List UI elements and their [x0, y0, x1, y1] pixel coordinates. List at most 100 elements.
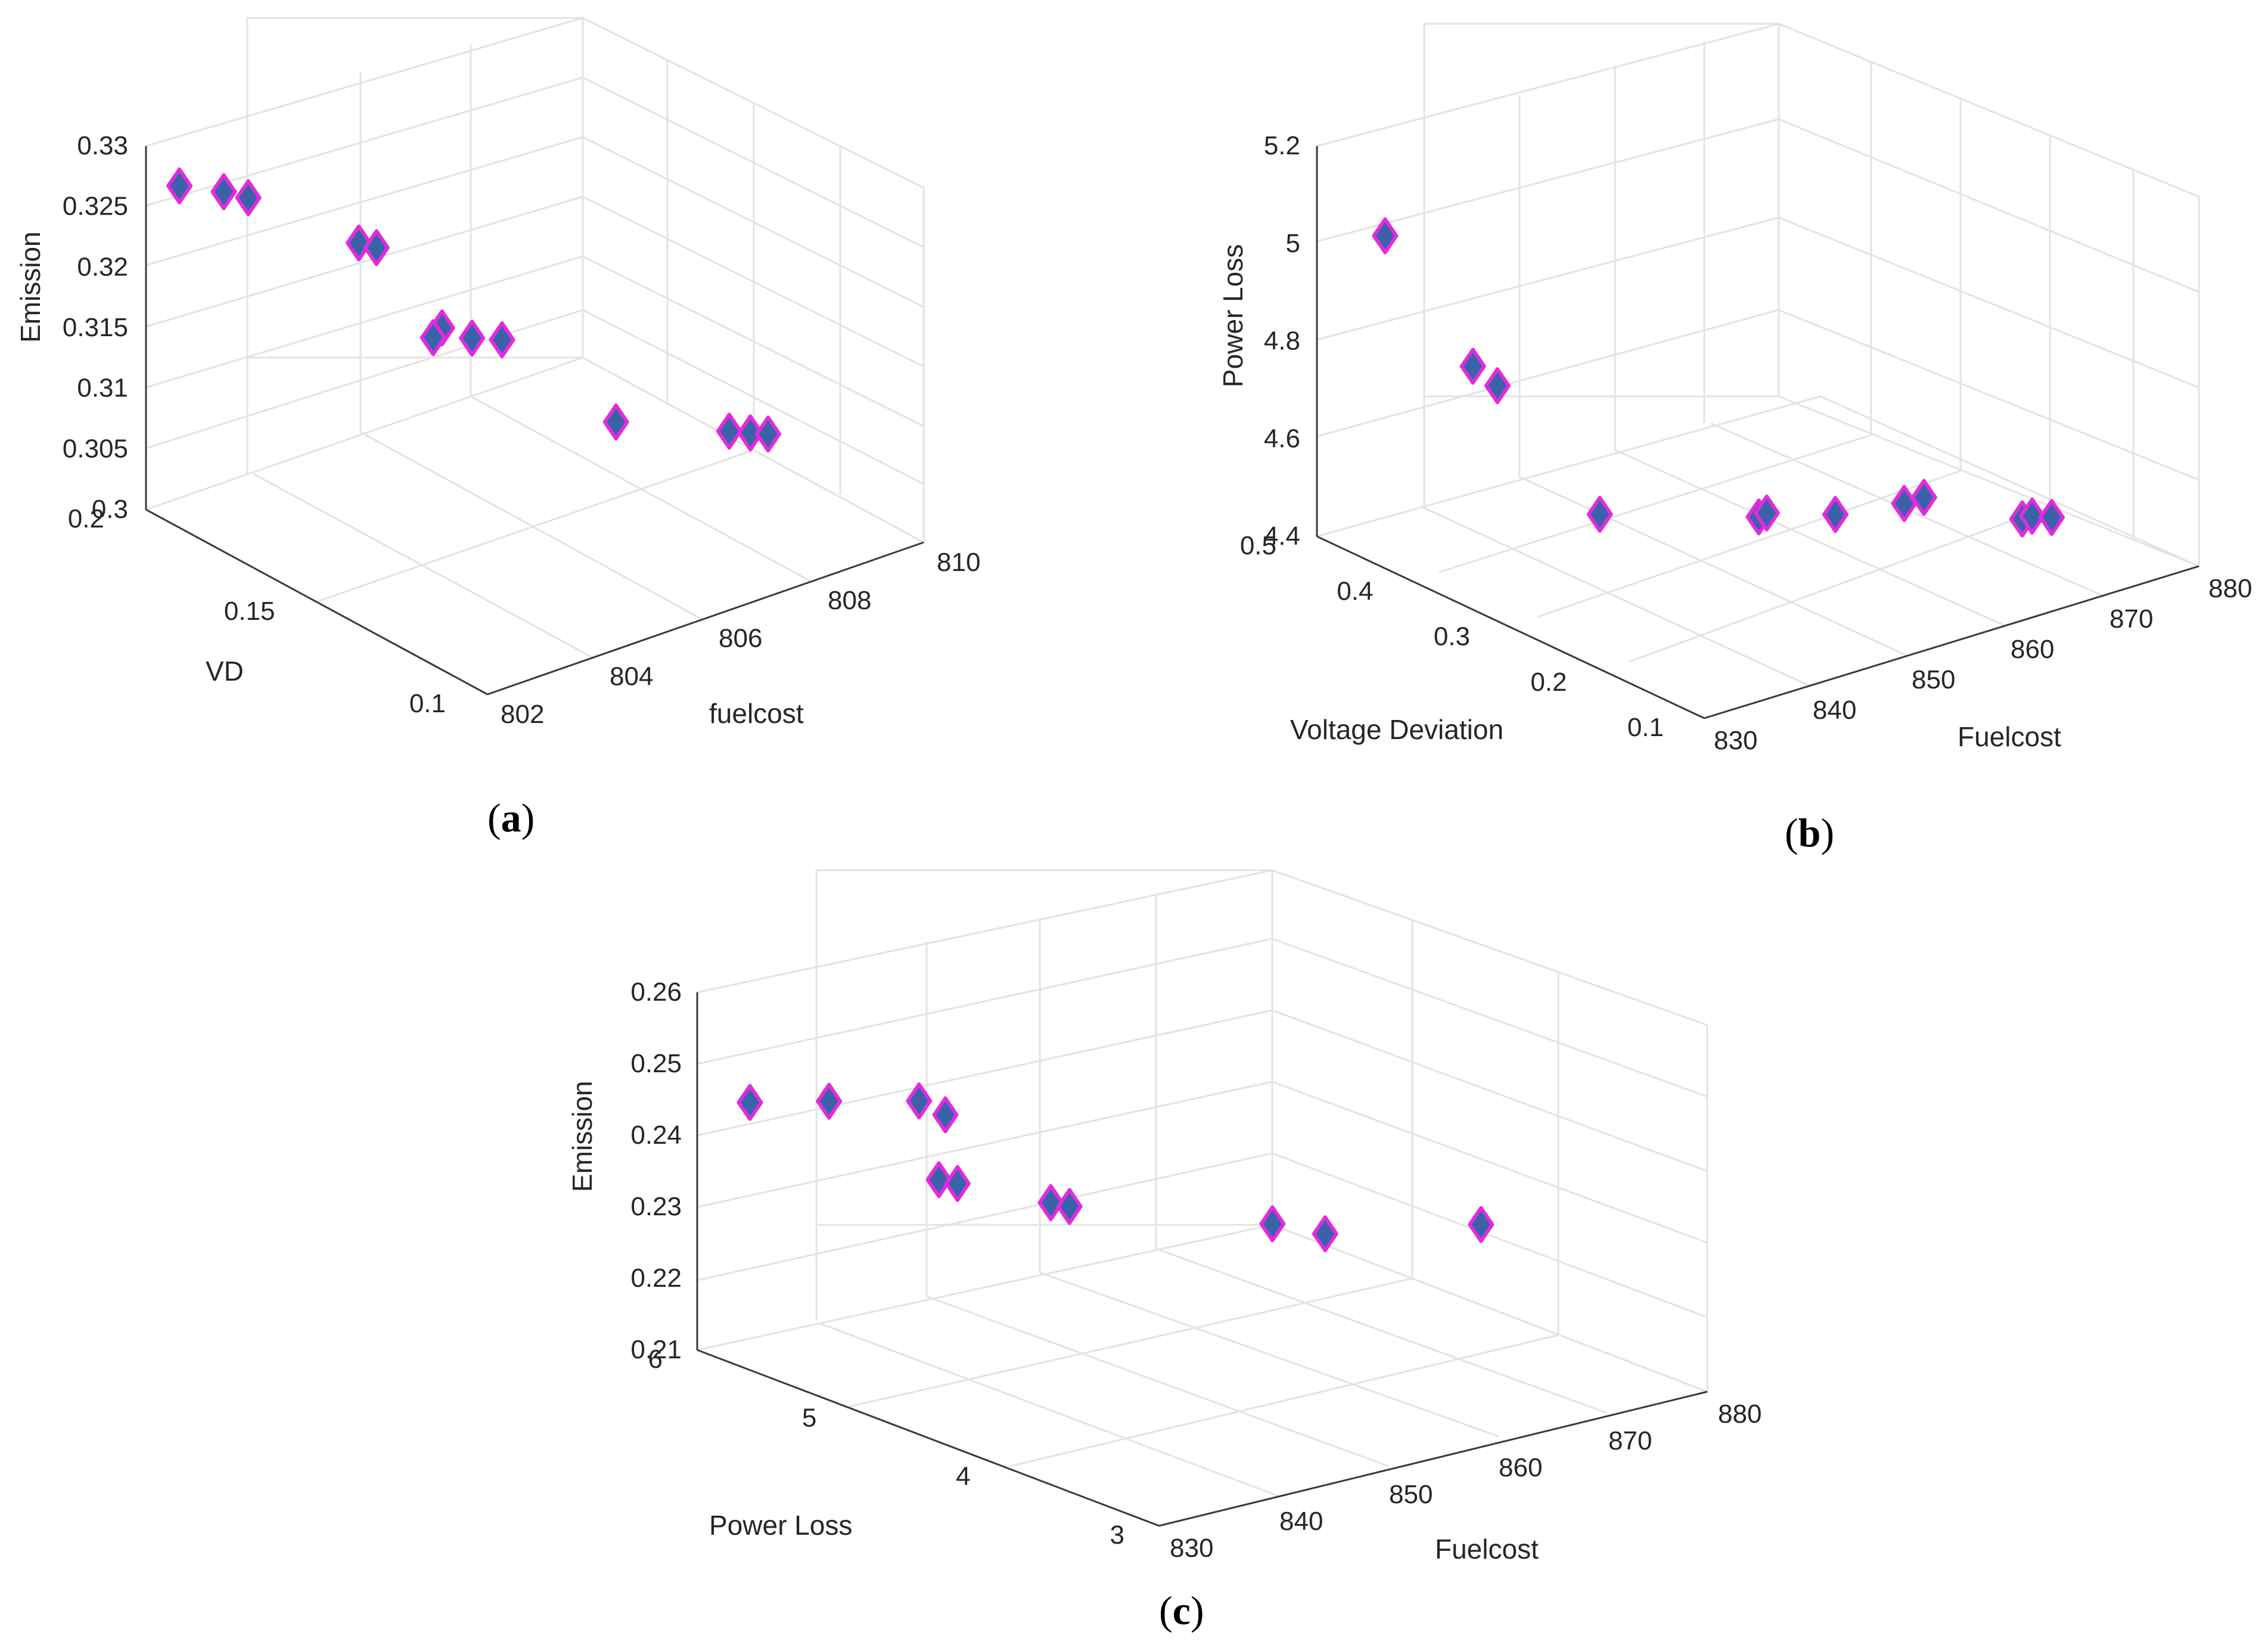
panel-c-grid-line: [697, 1152, 1273, 1281]
panel-c-x-tick-label: 880: [1718, 1399, 1761, 1429]
panel-b-caption-letter: b: [1798, 810, 1821, 855]
panel-b-grid: [1314, 22, 2202, 719]
panel-c-y-tick-label: 6: [648, 1345, 663, 1374]
panel-b-data-point: [1372, 217, 1399, 254]
panel-a-caption-close: ): [521, 795, 535, 840]
panel-c-data-point: [1037, 1184, 1064, 1221]
panel-a-caption-letter: a: [501, 795, 521, 840]
panel-b-grid-line: [1421, 505, 1809, 687]
panel-c-axes: [696, 992, 1708, 1527]
panel-c-grid-line: [1009, 1334, 1559, 1467]
panel-b-z-tick-label: 5: [1286, 229, 1300, 258]
panel-a-grid-line: [253, 473, 595, 660]
panel-c-caption: (c): [1159, 1588, 1204, 1633]
panel-a-caption: (a): [487, 795, 535, 840]
panel-b-grid-line: [1316, 216, 1779, 341]
panel-c-z-tick-label: 0.25: [630, 1049, 682, 1078]
panel-a-y-tick-label: 0.2: [68, 504, 104, 533]
panel-c-x-tick-label: 840: [1279, 1507, 1323, 1536]
panel-c-floor: [694, 1224, 1711, 1527]
panel-a-grid-line: [145, 136, 583, 266]
panel-c-y-tick-label: 4: [956, 1462, 970, 1491]
panel-a-data-point: [346, 224, 372, 262]
panel-b-data-point: [1586, 495, 1613, 533]
panel-a-data-point: [459, 319, 486, 357]
panel-c-xlabel: Fuelcost: [1435, 1534, 1539, 1565]
panel-a-grid-line: [145, 195, 583, 328]
panel-b-grid-line: [1316, 118, 1779, 243]
panel-a-ylabel: VD: [206, 656, 244, 687]
panel-b-grid-line: [1519, 476, 1907, 657]
panel-c-z-tick-label: 0.22: [630, 1264, 682, 1293]
panel-a-grid-line: [145, 76, 583, 207]
panel-b-y-axis: [1316, 535, 1705, 719]
panel-a-grid: [144, 16, 926, 696]
panel-c-x-tick-label: 860: [1499, 1453, 1542, 1482]
panel-a-z-tick-label: 0.305: [63, 434, 128, 463]
panel-b-y-tick-label: 0.4: [1337, 576, 1373, 606]
panel-b-caption-close: ): [1820, 810, 1834, 855]
panel-c-grid-line: [697, 1081, 1273, 1208]
panel-a-caption-open: (: [487, 795, 501, 840]
panel-b-z-tick-label: 4.4: [1264, 522, 1300, 551]
panel-a-z-tick-label: 0.315: [63, 313, 128, 342]
panel-a-grid-line: [582, 76, 924, 249]
panel-a-z-tick-label: 0.31: [77, 374, 128, 403]
panel-b-back-wall-left: [1423, 23, 1780, 398]
panel-a-data-point: [716, 412, 742, 450]
panel-b-caption: (b): [1785, 810, 1834, 855]
panel-b-data-point: [1910, 479, 1937, 516]
panel-b-markers: [1372, 217, 2065, 538]
panel-c-z-tick-label: 0.24: [630, 1121, 682, 1150]
panel-c-z-tick-label: 0.21: [630, 1335, 682, 1364]
panel-b-grid-line: [1537, 470, 1961, 618]
panel-c-data-point: [1259, 1205, 1286, 1243]
panel-b-data-point: [1891, 485, 1918, 522]
panel-c-grid-line: [1155, 1247, 1607, 1414]
panel-b-ticks: 830 840 850 860 870 880 0.1 0.2 0.3 0.4 0.54.4 4.6 4…: [1240, 131, 2253, 755]
panel-b: 830 840 850 860 870 880 0.1 0.2 0.3 0.4 0.54.4 4.6 4…: [1217, 22, 2253, 855]
panel-c-wall-right: [1271, 868, 1708, 1393]
panel-b-axes: [1316, 146, 2199, 719]
panel-b-caption-open: (: [1785, 810, 1798, 855]
panel-b-zlabel: Power Loss: [1217, 244, 1248, 387]
panel-a-y-axis: [145, 508, 488, 696]
panel-c-data-point: [1056, 1188, 1083, 1225]
panel-b-grid-line: [1629, 505, 2050, 663]
panel-a-data-point: [489, 321, 515, 359]
panel-b-data-point: [1822, 496, 1848, 533]
panel-c-data-point: [925, 1161, 952, 1199]
panel-b-grid-line: [1778, 309, 2199, 481]
panel-c-grid-line: [926, 1295, 1389, 1467]
panel-c: 830 840 850 860 870 880 3 4 5 60.21 0.22 0.23 0.24 0.…: [567, 868, 1761, 1633]
panel-a-data-point: [363, 229, 390, 266]
panel-a-z-tick-label: 0.325: [63, 192, 128, 221]
panel-c-caption-close: ): [1191, 1588, 1204, 1633]
panel-c-caption-letter: c: [1173, 1588, 1191, 1633]
panel-c-data-point: [906, 1082, 933, 1120]
panel-c-x-tick-label: 850: [1389, 1480, 1433, 1509]
panel-b-grid-line: [1614, 449, 2006, 627]
panel-a-grid-line: [145, 17, 583, 147]
panel-c-data-point: [737, 1084, 763, 1121]
panel-a-grid-line: [582, 255, 924, 427]
panel-a-z-tick-label: 0.33: [77, 131, 128, 160]
panel-a-grid-line: [145, 309, 583, 449]
panel-c-ylabel: Power Loss: [709, 1510, 852, 1541]
panel-b-data-point: [1459, 347, 1486, 385]
panel-a-x-tick-label: 808: [828, 586, 871, 615]
panel-a-y-tick-label: 0.1: [409, 689, 446, 718]
panel-b-x-tick-label: 880: [2208, 574, 2252, 603]
panel-a-x-tick-label: 806: [719, 624, 762, 653]
panel-a-grid-line: [582, 309, 924, 485]
panel-b-wall-right: [1778, 22, 2200, 568]
panel-b-y-tick-label: 0.1: [1627, 713, 1664, 742]
panel-a-x-tick-label: 810: [937, 548, 980, 577]
panel-c-data-point: [944, 1165, 971, 1202]
panel-c-data-point: [1468, 1206, 1495, 1243]
panel-b-grid-line: [1778, 118, 2199, 293]
panel-c-data-point: [932, 1096, 959, 1134]
panel-b-x-tick-label: 840: [1813, 696, 1856, 725]
panel-c-caption-open: (: [1159, 1588, 1173, 1633]
panel-a-z-tick-label: 0.32: [77, 252, 128, 281]
